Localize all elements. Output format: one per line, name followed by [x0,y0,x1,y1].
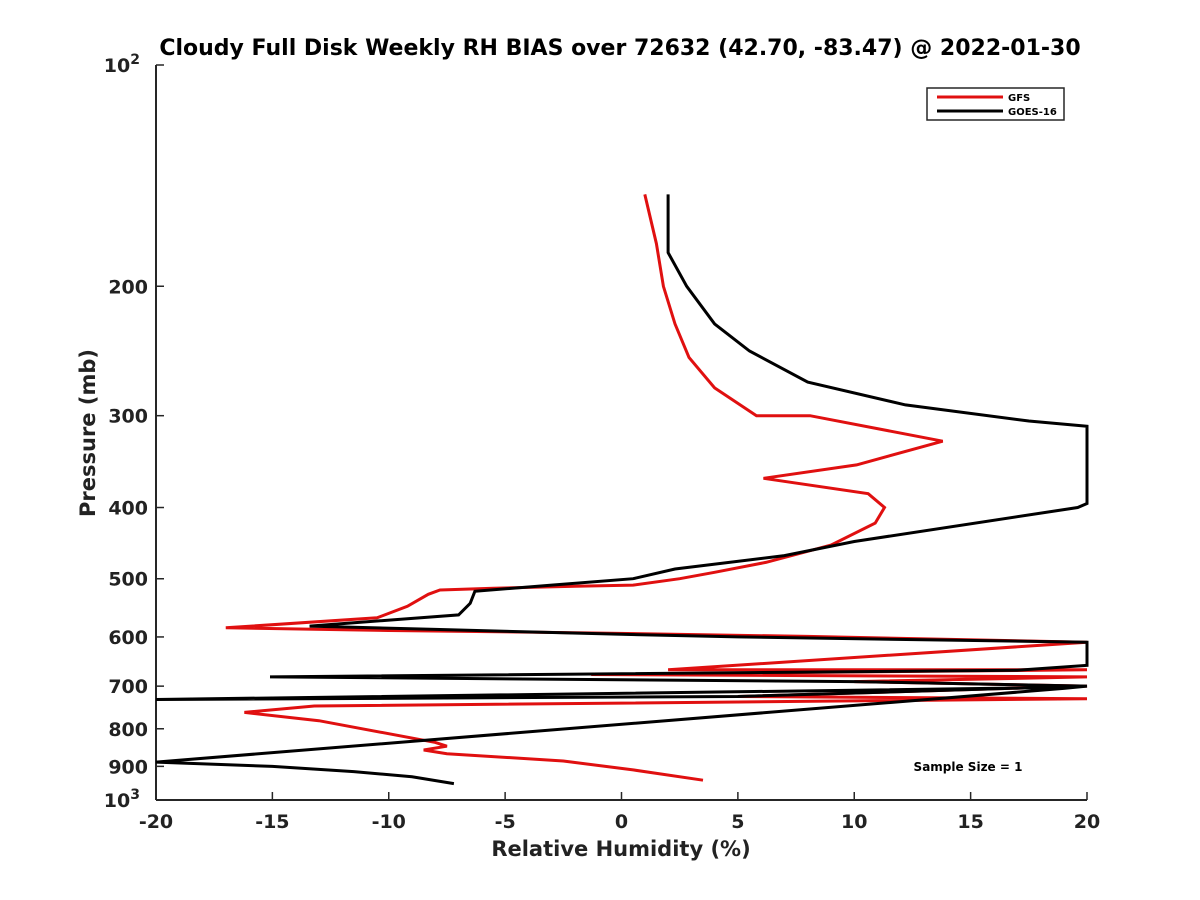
x-axis-ticks: -20 -15 -10 -5 0 5 10 15 20 [139,792,1100,833]
y-tick-label: 200 [108,276,148,298]
y-tick-label: 102 [104,52,140,77]
x-tick-label: 10 [841,811,867,833]
y-tick-label: 800 [108,719,148,741]
x-tick-label: -15 [255,811,289,833]
legend: GFS GOES-16 [926,87,1065,121]
y-tick-label: 400 [108,498,148,520]
x-axis-label: Relative Humidity (%) [491,837,750,861]
series-line-gfs [225,194,1088,782]
series-layer [155,194,1089,786]
sample-size-annotation: Sample Size = 1 [914,760,1023,774]
y-tick-label: 900 [108,756,148,778]
y-tick-label: 103 [104,787,140,812]
x-tick-label: 20 [1074,811,1100,833]
y-axis-ticks: 102 200 300 400 500 600 700 800 900 103 [104,52,164,812]
x-tick-label: 5 [731,811,744,833]
x-tick-label: -5 [495,811,516,833]
x-tick-label: -20 [139,811,173,833]
y-tick-label: 600 [108,627,148,649]
legend-label-goes16: GOES-16 [1008,107,1057,118]
y-tick-label: 300 [108,406,148,428]
legend-label-gfs: GFS [1008,93,1030,104]
y-axis-label: Pressure (mb) [76,349,100,517]
x-tick-label: 15 [957,811,983,833]
chart-title: Cloudy Full Disk Weekly RH BIAS over 726… [159,36,1080,61]
x-tick-label: 0 [615,811,628,833]
x-tick-label: -10 [372,811,406,833]
y-tick-label: 500 [108,569,148,591]
y-tick-label: 700 [108,676,148,698]
legend-box [926,87,1065,121]
series-line-goes16 [155,194,1089,786]
